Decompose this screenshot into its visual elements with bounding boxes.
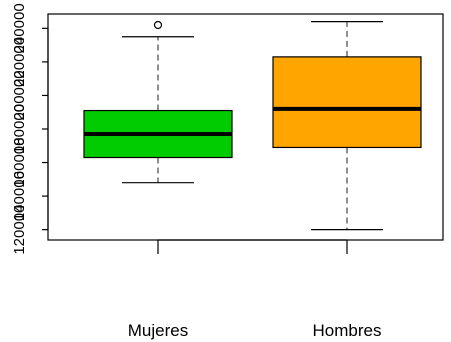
- mujeres-outlier: [153, 20, 163, 30]
- box-group: [83, 20, 422, 231]
- y-tick-label: 220000: [11, 37, 28, 87]
- y-tick-label: 160000: [11, 138, 28, 188]
- mujeres-x-label: Mujeres: [128, 321, 188, 340]
- y-tick-label: 120000: [11, 205, 28, 255]
- y-tick-label: 180000: [11, 104, 28, 154]
- x-axis: Mujeres Hombres: [128, 239, 382, 340]
- hombres-x-label: Hombres: [313, 321, 382, 340]
- hombres-box: [272, 56, 422, 149]
- y-axis: 1200001400001600001800002000002200002400…: [11, 3, 49, 255]
- y-tick-label: 140000: [11, 171, 28, 221]
- y-tick-label: 200000: [11, 70, 28, 120]
- y-tick-label: 240000: [11, 3, 28, 53]
